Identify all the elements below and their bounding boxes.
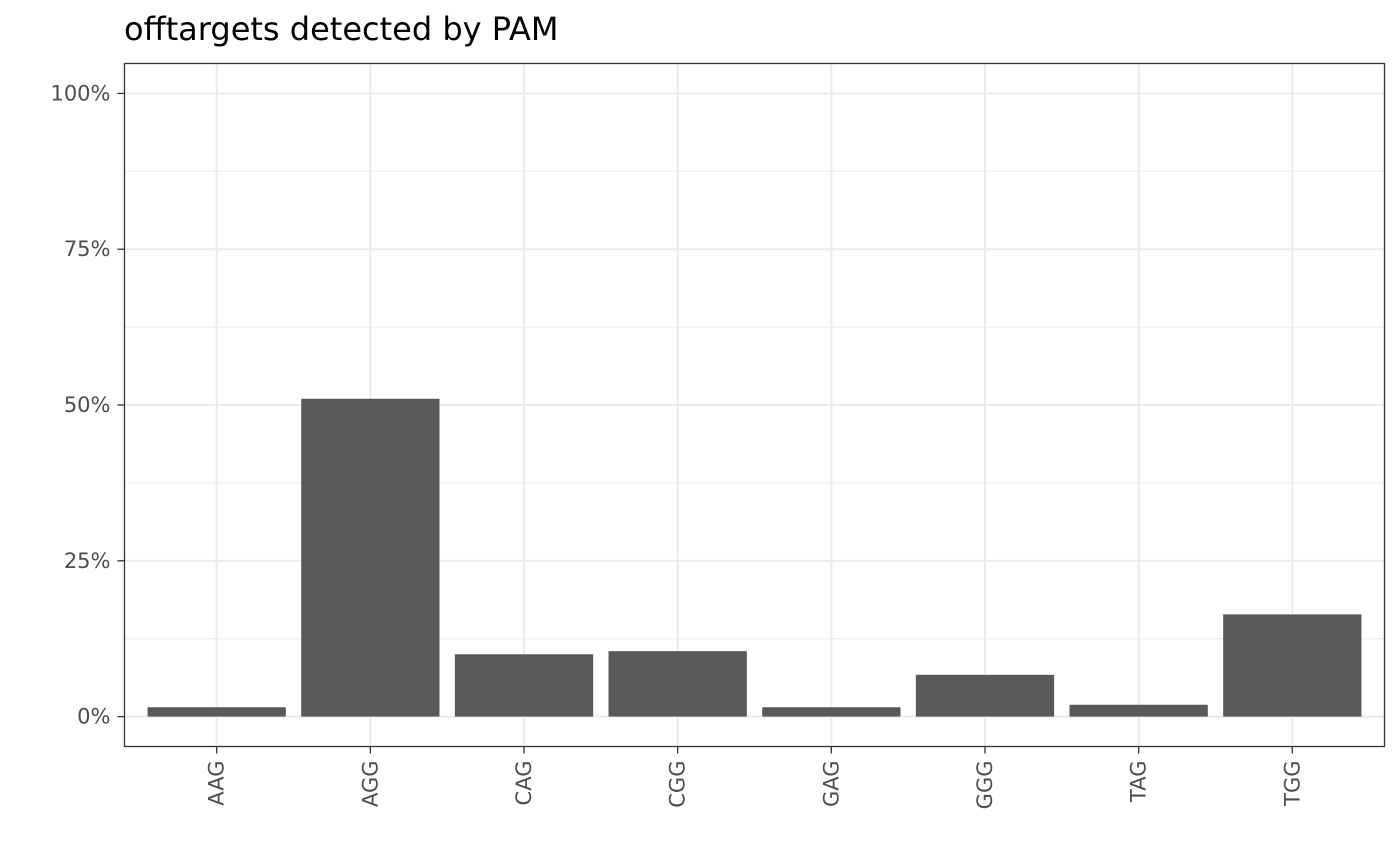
bar-tag (1069, 704, 1208, 717)
bar-aag (147, 707, 286, 717)
y-tick-label: 75% (64, 237, 111, 261)
x-tick-label: GGG (973, 761, 997, 810)
y-tick-label: 25% (64, 549, 111, 573)
x-tick-label: TGG (1280, 761, 1304, 807)
x-tick-label: TAG (1127, 761, 1151, 803)
x-tick-label: GAG (819, 761, 843, 808)
bar-cag (454, 654, 594, 717)
y-tick-label: 100% (50, 81, 110, 105)
chart-title: offtargets detected by PAM (124, 10, 558, 48)
bar-gag (762, 707, 901, 717)
x-tick-label: CGG (666, 761, 690, 808)
x-tick-label: AGG (358, 761, 382, 808)
bars (147, 398, 1362, 717)
y-tick-label: 0% (77, 705, 110, 729)
x-tick-label: AAG (205, 761, 229, 806)
bar-ggg (915, 674, 1055, 717)
x-tick-label: CAG (512, 761, 536, 806)
bar-tgg (1223, 614, 1362, 717)
x-axis: AAG AGG CAG CGG GAG GGG TAG TGG (205, 746, 1304, 810)
y-tick-label: 50% (64, 393, 111, 417)
y-axis: 0% 25% 50% 75% 100% (50, 81, 125, 729)
bar-cgg (608, 651, 747, 717)
bar-agg (301, 398, 440, 717)
